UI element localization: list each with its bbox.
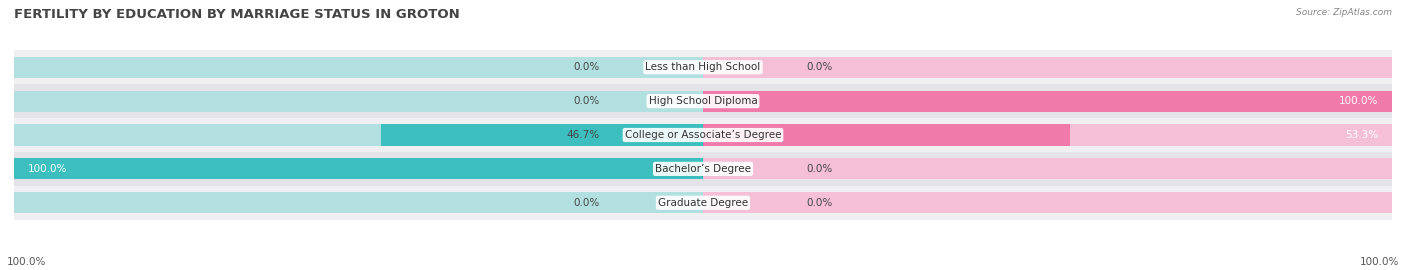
Text: 0.0%: 0.0% [574, 198, 599, 208]
Text: 0.0%: 0.0% [807, 164, 832, 174]
Text: 53.3%: 53.3% [1346, 130, 1378, 140]
Bar [14, 91, 703, 112]
Text: 100.0%: 100.0% [1339, 96, 1378, 106]
Text: FERTILITY BY EDUCATION BY MARRIAGE STATUS IN GROTON: FERTILITY BY EDUCATION BY MARRIAGE STATU… [14, 8, 460, 21]
Bar [14, 158, 703, 179]
Text: Bachelor’s Degree: Bachelor’s Degree [655, 164, 751, 174]
Bar [381, 124, 703, 146]
Bar [14, 118, 1392, 152]
Text: 100.0%: 100.0% [1360, 257, 1399, 267]
Text: 46.7%: 46.7% [567, 130, 599, 140]
Bar [14, 158, 703, 179]
Text: Graduate Degree: Graduate Degree [658, 198, 748, 208]
Text: 0.0%: 0.0% [574, 96, 599, 106]
Bar [703, 91, 1392, 112]
Text: 100.0%: 100.0% [7, 257, 46, 267]
Bar [14, 186, 1392, 220]
Text: Less than High School: Less than High School [645, 62, 761, 72]
Bar [703, 57, 1392, 78]
Text: 0.0%: 0.0% [807, 198, 832, 208]
Text: High School Diploma: High School Diploma [648, 96, 758, 106]
Bar [703, 192, 1392, 213]
Bar [14, 57, 703, 78]
Text: 0.0%: 0.0% [574, 62, 599, 72]
Text: 100.0%: 100.0% [28, 164, 67, 174]
Bar [14, 84, 1392, 118]
Text: Source: ZipAtlas.com: Source: ZipAtlas.com [1296, 8, 1392, 17]
Text: 0.0%: 0.0% [807, 62, 832, 72]
Bar [703, 124, 1392, 146]
Bar [703, 91, 1392, 112]
Bar [703, 124, 1070, 146]
Bar [14, 152, 1392, 186]
Bar [14, 50, 1392, 84]
Bar [14, 192, 703, 213]
Bar [14, 124, 703, 146]
Text: College or Associate’s Degree: College or Associate’s Degree [624, 130, 782, 140]
Bar [703, 158, 1392, 179]
